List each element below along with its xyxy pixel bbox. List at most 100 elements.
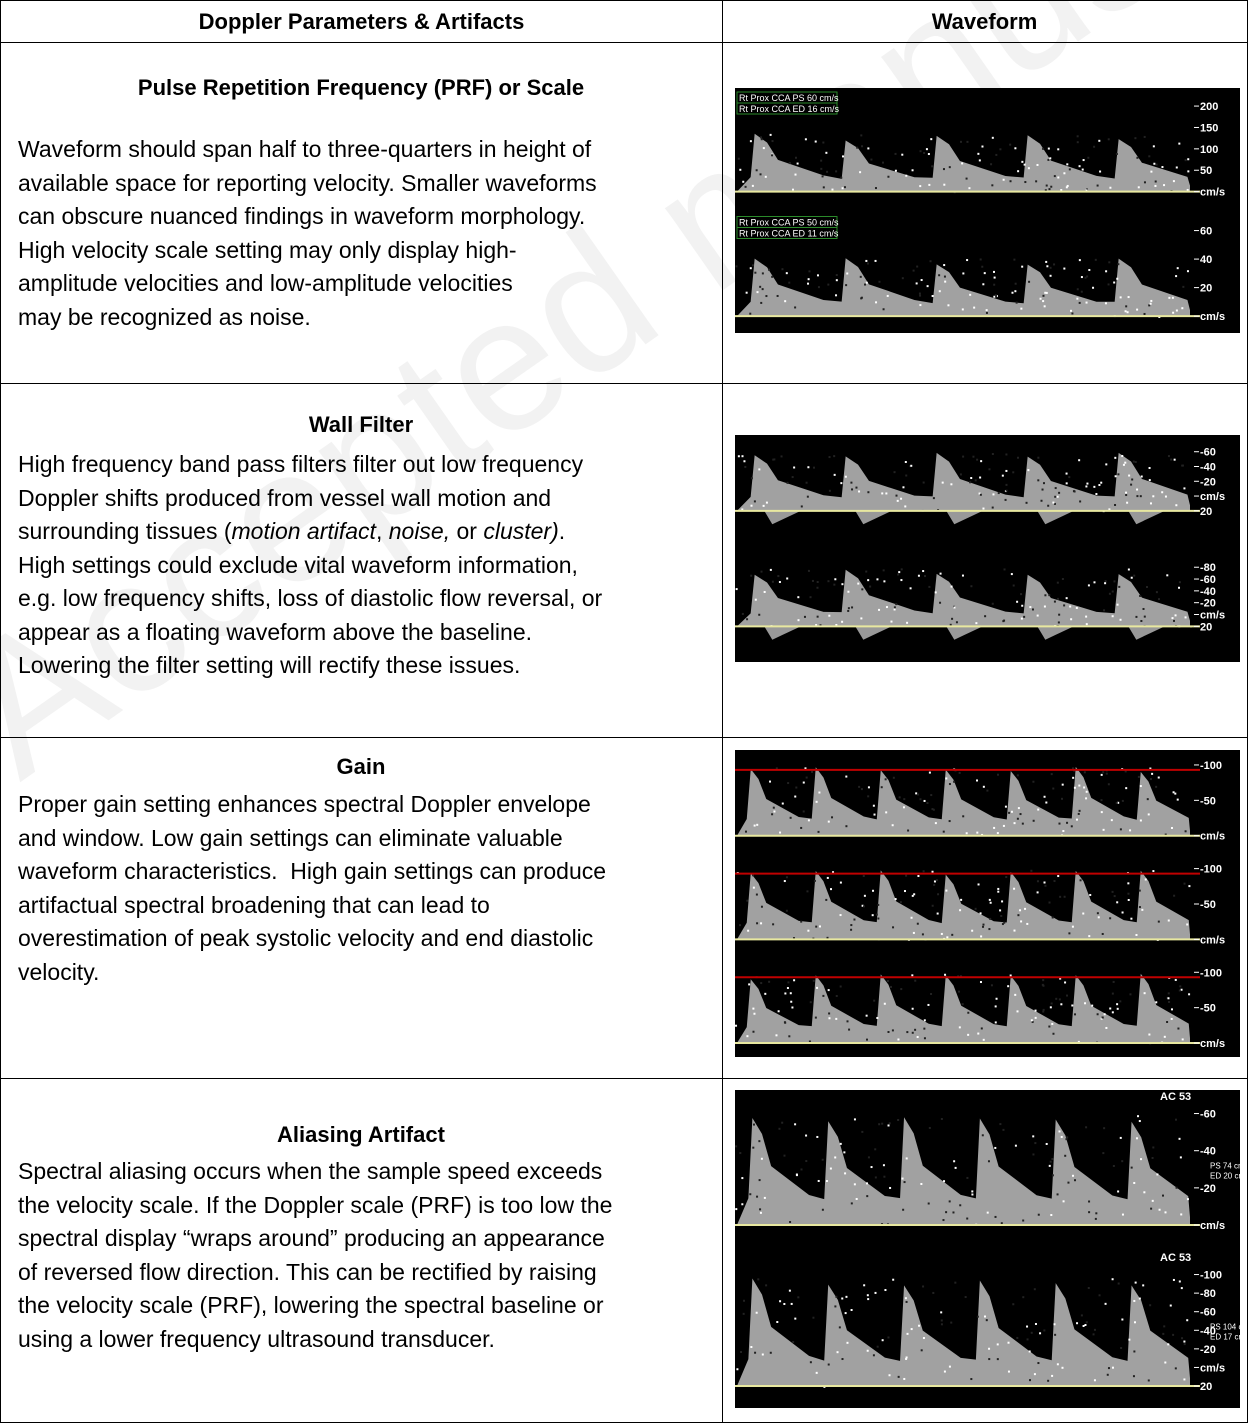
speckle xyxy=(1004,498,1007,501)
speckle xyxy=(1125,491,1128,494)
speckle xyxy=(1088,1211,1091,1214)
row-title: Aliasing Artifact xyxy=(277,1122,445,1147)
speckle xyxy=(1119,1000,1122,1003)
speckle xyxy=(953,606,956,609)
speckle xyxy=(1139,819,1142,822)
speckle xyxy=(757,1278,760,1281)
speckle xyxy=(1143,181,1146,184)
speckle xyxy=(899,901,902,904)
speckle xyxy=(805,1160,808,1163)
note-box xyxy=(736,227,838,239)
speckle xyxy=(1152,870,1155,873)
side-note: PS 74 cm/s xyxy=(1210,1162,1240,1171)
speckle xyxy=(765,1284,768,1287)
speckle xyxy=(841,583,844,586)
speckle xyxy=(1110,819,1113,822)
speckle xyxy=(1180,1287,1183,1290)
speckle xyxy=(1053,175,1056,178)
speckle xyxy=(1070,825,1073,828)
speckle xyxy=(1134,1281,1137,1284)
speckle xyxy=(741,1203,744,1206)
speckle xyxy=(1080,1314,1083,1317)
speckle xyxy=(1030,869,1033,872)
speckle xyxy=(1062,1200,1065,1203)
speckle xyxy=(1085,797,1088,800)
speckle xyxy=(905,1356,908,1359)
speckle xyxy=(760,301,763,304)
speckle xyxy=(755,169,758,172)
speckle xyxy=(850,1202,853,1205)
speckle xyxy=(871,914,874,917)
speckle xyxy=(932,1291,935,1294)
speckle xyxy=(1031,608,1034,611)
speckle xyxy=(1108,508,1111,511)
speckle xyxy=(980,935,983,938)
speckle xyxy=(1042,979,1045,982)
speckle xyxy=(979,476,982,479)
speckle xyxy=(844,1312,847,1315)
speckle xyxy=(1021,604,1024,607)
text-line: Lowering the filter setting will rectify… xyxy=(18,652,521,678)
speckle xyxy=(1058,491,1061,494)
speckle xyxy=(1030,1019,1033,1022)
speckle xyxy=(841,620,844,623)
speckle xyxy=(788,1035,791,1038)
speckle xyxy=(1045,1142,1048,1145)
text-line: the velocity scale (PRF), lowering the s… xyxy=(18,1292,604,1318)
speckle xyxy=(982,785,985,788)
speckle xyxy=(816,586,819,589)
speckle xyxy=(825,151,828,154)
speckle xyxy=(1101,932,1104,935)
speckle xyxy=(1016,817,1019,820)
speckle xyxy=(1067,1181,1070,1184)
speckle xyxy=(874,1176,877,1179)
speckle xyxy=(1105,463,1108,466)
speckle xyxy=(772,923,775,926)
speckle xyxy=(1130,483,1133,486)
speckle xyxy=(863,905,866,908)
tick-label: 150 xyxy=(1200,122,1218,134)
speckle xyxy=(753,500,756,503)
panel-header: AC 53 xyxy=(1160,1091,1191,1103)
speckle xyxy=(970,585,973,588)
speckle xyxy=(1079,500,1082,503)
speckle xyxy=(1148,467,1151,470)
speckle xyxy=(752,1146,755,1149)
speckle xyxy=(791,188,794,191)
reverse-flow xyxy=(764,510,801,525)
speckle xyxy=(1117,801,1120,804)
speckle xyxy=(1175,275,1178,278)
speckle xyxy=(1094,1217,1097,1220)
speckle xyxy=(930,794,933,797)
speckle xyxy=(828,1017,831,1020)
speckle xyxy=(1076,135,1079,138)
speckle xyxy=(1148,304,1151,307)
speckle xyxy=(1007,1341,1010,1344)
speckle xyxy=(1184,159,1187,162)
speckle xyxy=(761,288,764,291)
speckle xyxy=(841,187,844,190)
speckle xyxy=(1017,807,1020,810)
spectrum xyxy=(737,766,1190,837)
speckle xyxy=(1076,288,1079,291)
speckle xyxy=(1143,992,1146,995)
speckle xyxy=(1046,265,1049,268)
speckle xyxy=(1163,1035,1166,1038)
speckle xyxy=(965,177,968,180)
tick-label: -60 xyxy=(1200,574,1216,586)
speckle xyxy=(786,577,789,580)
speckle xyxy=(1143,312,1146,315)
speckle xyxy=(1051,1022,1054,1025)
speckle xyxy=(1045,184,1048,187)
speckle xyxy=(953,780,956,783)
speckle xyxy=(1102,1152,1105,1155)
speckle xyxy=(752,264,755,267)
text-line: spectral display “wraps around” producin… xyxy=(18,1225,605,1251)
speckle xyxy=(739,1152,742,1155)
speckle xyxy=(809,1361,812,1364)
speckle xyxy=(1183,1340,1186,1343)
speckle xyxy=(825,898,828,901)
speckle xyxy=(976,458,979,461)
speckle xyxy=(1181,307,1184,310)
text-line: Proper gain setting enhances spectral Do… xyxy=(18,791,591,817)
